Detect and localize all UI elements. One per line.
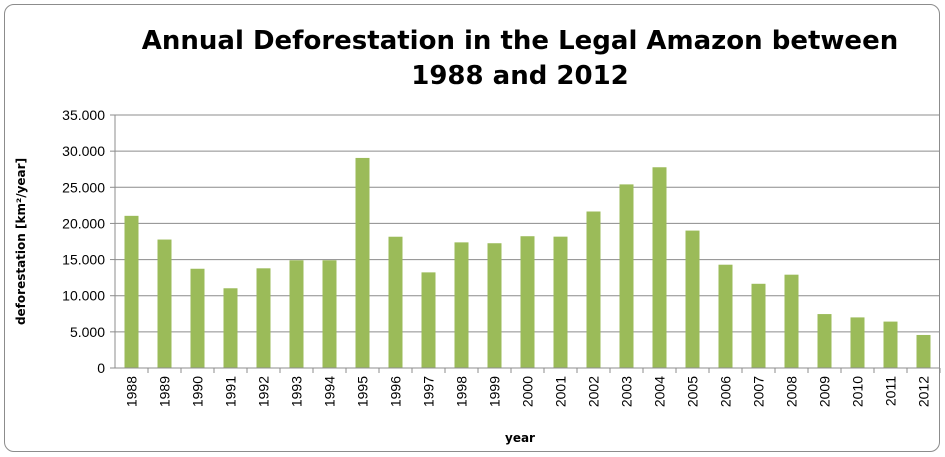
y-tick-label: 25.000 [62, 179, 105, 195]
x-tick-label: 2008 [784, 376, 800, 407]
bar-1995 [355, 157, 370, 368]
bar-2003 [619, 184, 634, 368]
x-tick-label: 2004 [652, 376, 668, 407]
bar-1989 [157, 239, 172, 368]
bar-2007 [751, 283, 766, 368]
bar-1993 [289, 260, 304, 368]
x-tick-label: 2011 [883, 376, 899, 406]
bar-1997 [421, 272, 436, 368]
bar-1992 [256, 268, 271, 368]
bar-1991 [223, 288, 238, 368]
bar-2012 [916, 334, 931, 368]
x-tick-label: 1988 [124, 376, 140, 407]
bar-1990 [190, 268, 205, 368]
x-tick-label: 1989 [157, 376, 173, 407]
chart-title-line-2: 1988 and 2012 [411, 61, 629, 91]
y-axis-ticks: 0 5.000 10.000 15.000 20.000 25.000 30.000 35.0… [62, 107, 115, 376]
x-tick-label: 1991 [223, 376, 239, 407]
y-tick-label: 10.000 [62, 288, 105, 304]
y-tick-label: 20.000 [62, 215, 105, 231]
x-tick-label: 1990 [190, 376, 206, 407]
x-tick-label: 1992 [256, 376, 272, 407]
bar-1999 [487, 243, 502, 368]
y-tick-label: 5.000 [70, 324, 105, 340]
x-tick-label: 2001 [553, 376, 569, 407]
bar-2009 [817, 314, 832, 368]
x-tick-label: 2000 [520, 376, 536, 407]
bar-2000 [520, 236, 535, 368]
y-tick-label: 35.000 [62, 107, 105, 123]
bars [124, 157, 931, 368]
x-axis-ticks: 1988 1989 1990 1991 1992 1993 1994 1995 1996 1997… [124, 368, 941, 407]
chart-frame [4, 4, 940, 452]
bar-1998 [454, 242, 469, 368]
bar-2011 [883, 321, 898, 368]
bar-2006 [718, 264, 733, 368]
x-tick-label: 2003 [619, 376, 635, 407]
x-tick-label: 2002 [586, 376, 602, 407]
x-tick-label: 1997 [421, 376, 437, 407]
bar-2005 [685, 230, 700, 368]
bar-1996 [388, 236, 403, 368]
bar-2004 [652, 167, 667, 368]
x-tick-label: 2006 [718, 376, 734, 407]
y-tick-label: 0 [97, 360, 105, 376]
bar-2001 [553, 236, 568, 368]
x-tick-label: 2009 [817, 376, 833, 407]
x-tick-label: 2010 [850, 376, 866, 407]
x-tick-label: 1993 [289, 376, 305, 407]
y-tick-label: 15.000 [62, 252, 105, 268]
bar-1988 [124, 215, 139, 368]
x-tick-label: 1995 [355, 376, 371, 407]
x-tick-label: 2007 [751, 376, 767, 407]
bar-2002 [586, 211, 601, 368]
chart-title-line-1: Annual Deforestation in the Legal Amazon… [141, 26, 899, 56]
x-tick-label: 1998 [454, 376, 470, 407]
x-tick-label: 2005 [685, 376, 701, 407]
x-tick-label: 1996 [388, 376, 404, 407]
bar-1994 [322, 260, 337, 368]
x-axis-label: year [505, 431, 535, 445]
y-tick-label: 30.000 [62, 143, 105, 159]
bar-2010 [850, 317, 865, 368]
x-tick-label: 1994 [322, 376, 338, 407]
bar-2008 [784, 274, 799, 368]
x-tick-label: 2012 [916, 376, 932, 407]
x-tick-label: 1999 [487, 376, 503, 407]
y-axis-label: deforestation [km²/year] [14, 158, 28, 325]
